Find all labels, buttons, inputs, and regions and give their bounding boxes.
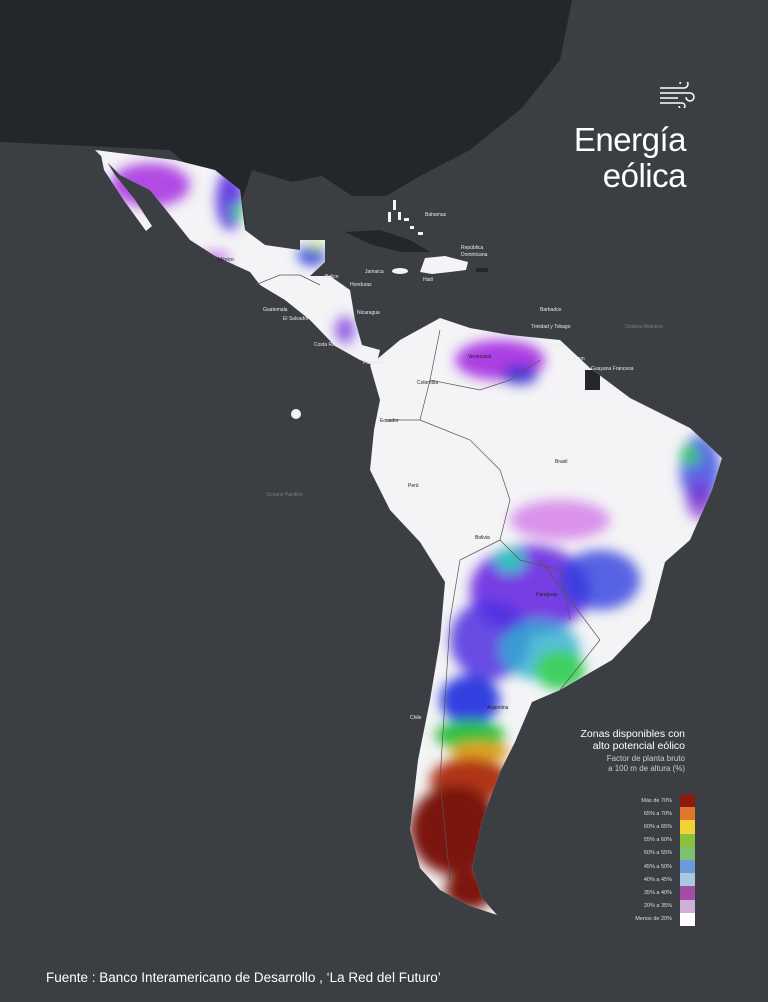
- title-line-1: Energía: [573, 121, 687, 158]
- legend-color-swatch: [680, 886, 695, 900]
- label-oceano-pacifico: Océano Pacífico: [266, 492, 303, 498]
- legend-item: 55% a 60%: [560, 833, 695, 847]
- legend-color-swatch: [680, 899, 695, 913]
- legend-heading-2: alto potencial eólico: [592, 740, 685, 752]
- label-surinam: Surinam: [566, 356, 585, 362]
- label-venezuela: Venezuela: [468, 354, 492, 360]
- legend-item: 35% a 40%: [560, 886, 695, 900]
- legend-color-swatch: [680, 846, 695, 860]
- label-brasil: Brasil: [555, 459, 568, 465]
- label-oceano-atlantico: Océano Atlántico: [625, 324, 663, 330]
- legend-color-swatch: [680, 873, 695, 887]
- map-legend: Zonas disponibles con alto potencial eól…: [560, 728, 700, 926]
- label-el-salvador: El Salvador: [283, 316, 309, 322]
- label-guatemala: Guatemala: [263, 307, 288, 313]
- label-barbados: Barbados: [540, 307, 562, 313]
- legend-item: 50% a 55%: [560, 846, 695, 860]
- title-line-2: eólica: [602, 157, 687, 194]
- legend-subheading-2: a 100 m de altura (%): [608, 764, 685, 773]
- legend-item: Más de 70%: [560, 794, 695, 808]
- legend-item: 40% a 45%: [560, 873, 695, 887]
- label-paraguay: Paraguay: [536, 592, 558, 598]
- north-america-landmass: [0, 0, 572, 226]
- label-colombia: Colombia: [417, 380, 439, 386]
- legend-color-swatch: [680, 833, 695, 847]
- bahamas-islands: [388, 200, 423, 235]
- label-trinidad: Trinidad y Tobago: [531, 324, 571, 330]
- hispaniola-landmass: [420, 256, 468, 274]
- legend-color-swatch: [680, 794, 695, 808]
- label-ecuador: Ecuador: [380, 418, 399, 424]
- galapagos-islands: [291, 409, 301, 419]
- label-guayana-francesa: Guayana Francesa: [591, 366, 634, 372]
- legend-item: 45% a 50%: [560, 859, 695, 874]
- legend-item-label: 40% a 45%: [643, 876, 672, 883]
- label-jamaica: Jamaica: [365, 269, 384, 275]
- source-credit: Fuente : Banco Interamericano de Desarro…: [46, 970, 441, 985]
- legend-item: 60% a 65%: [560, 820, 695, 834]
- legend-item: 65% a 70%: [560, 807, 695, 821]
- legend-heading-1: Zonas disponibles con: [580, 728, 685, 740]
- legend-subheading-1: Factor de planta bruto: [606, 754, 685, 763]
- legend-item: 20% a 35%: [560, 899, 695, 913]
- legend-color-swatch: [680, 820, 695, 834]
- label-rep-dom-1: República: [461, 245, 484, 251]
- label-chile: Chile: [410, 715, 422, 721]
- legend-color-swatch: [680, 807, 695, 821]
- legend-item-label: Más de 70%: [641, 797, 672, 804]
- label-honduras: Honduras: [350, 282, 372, 288]
- label-bolivia: Bolivia: [475, 535, 490, 541]
- legend-scale: Más de 70% 65% a 70% 60% a 65% 55% a 60% 50%…: [560, 794, 695, 926]
- label-rep-dom-2: Dominicana: [461, 252, 488, 258]
- jamaica-landmass: [392, 268, 408, 274]
- legend-color-swatch: [680, 859, 695, 874]
- legend-item-label: 50% a 55%: [643, 850, 672, 857]
- legend-item-label: 55% a 60%: [643, 837, 672, 844]
- label-panama: Panamá: [363, 360, 382, 366]
- legend-color-swatch: [680, 912, 695, 926]
- country-borders: [254, 274, 601, 881]
- page-title: Energía eólica: [573, 121, 687, 194]
- legend-item-label: 35% a 40%: [643, 889, 672, 896]
- label-guyana: Guyana: [547, 343, 565, 349]
- label-haiti: Haití: [423, 277, 434, 283]
- legend-item-label: 65% a 70%: [643, 810, 672, 817]
- puerto-rico-landmass: [476, 268, 488, 272]
- legend-item-label: 20% a 35%: [643, 903, 672, 910]
- label-peru: Perú: [408, 483, 419, 489]
- label-bahamas: Bahamas: [425, 212, 447, 218]
- label-argentina: Argentina: [487, 705, 509, 711]
- legend-item-label: 45% a 50%: [643, 863, 672, 870]
- legend-item-label: Menos de 20%: [635, 916, 672, 923]
- label-costa-rica: Costa Rica: [314, 342, 339, 348]
- wind-icon: [658, 79, 698, 113]
- legend-item: Menos de 20%: [560, 912, 695, 926]
- label-belice: Belice: [325, 274, 339, 280]
- legend-item-label: 60% a 65%: [643, 823, 672, 830]
- label-mexico: México: [218, 257, 234, 263]
- label-nicaragua: Nicaragua: [357, 310, 380, 316]
- cuba-landmass: [345, 230, 430, 252]
